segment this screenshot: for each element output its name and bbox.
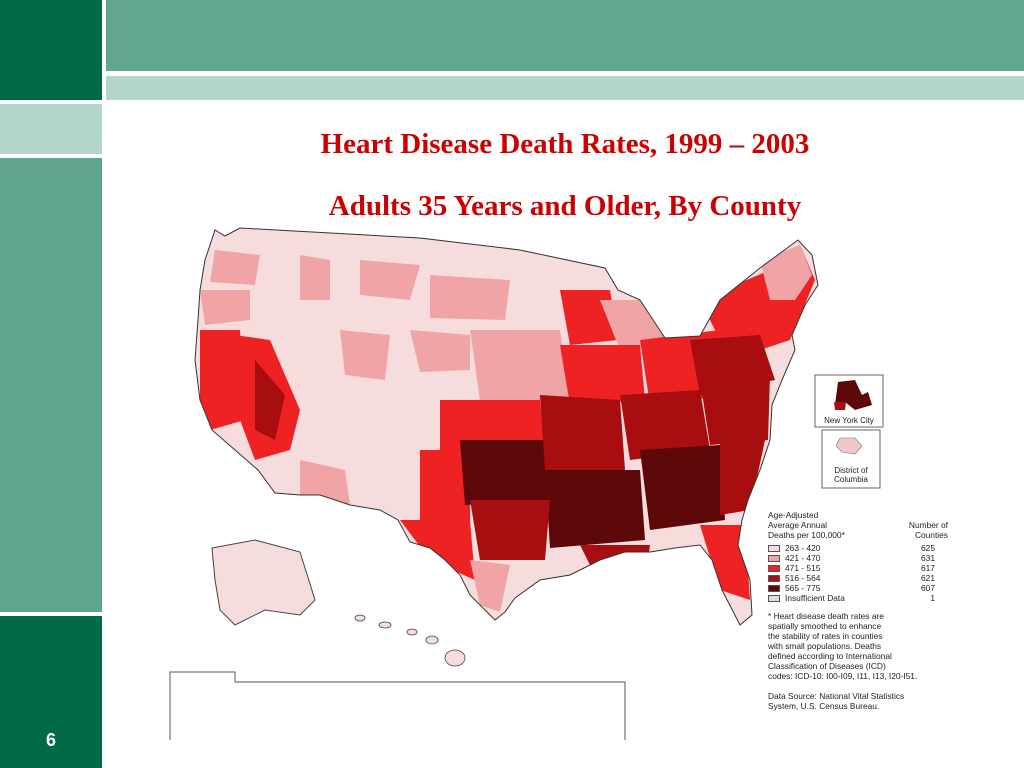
legend-heading-1: Age-Adjusted [768, 510, 819, 520]
top-banner [106, 0, 1024, 71]
legend-source: Data Source: National Vital Statistics S… [768, 691, 948, 711]
page-number: 6 [45, 729, 56, 750]
dc-inset-label-2: Columbia [834, 475, 868, 484]
legend-range: 565 - 775 [785, 583, 821, 593]
legend-count-heading-2: Counties [914, 530, 948, 540]
footnote-line: * Heart disease death rates are [768, 611, 884, 621]
legend-count: 1 [930, 593, 935, 603]
legend-count: 607 [921, 583, 935, 593]
legend-row: 421 - 470 631 [768, 553, 948, 563]
legend-swatch [768, 564, 780, 572]
legend-range: 471 - 515 [785, 563, 821, 573]
legend-count-heading-1: Number of [908, 520, 948, 530]
footnote-line: codes: ICD-10: I00-I09, I11, I13, I20-I5… [768, 671, 918, 681]
legend-range: 516 - 564 [785, 573, 821, 583]
legend-swatch [768, 574, 780, 582]
legend-row: 471 - 515 617 [768, 563, 948, 573]
source-line: Data Source: National Vital Statistics [768, 691, 905, 701]
left-light-block [0, 104, 102, 154]
nyc-inset-label: New York City [824, 416, 874, 425]
top-left-dark-block [0, 0, 102, 100]
legend-range: 263 - 420 [785, 543, 821, 553]
hawaii [354, 614, 466, 667]
legend-swatch [768, 544, 780, 552]
legend-range: 421 - 470 [785, 553, 821, 563]
legend-row: 516 - 564 621 [768, 573, 948, 583]
legend-swatch [768, 584, 780, 592]
legend-swatch [768, 554, 780, 562]
legend-count: 621 [921, 573, 935, 583]
legend-row: 263 - 420 625 [768, 543, 948, 553]
source-line: System, U.S. Census Bureau. [768, 701, 880, 711]
legend-classes: 263 - 420 625 421 - 470 631 471 - 515 61… [768, 543, 948, 603]
legend-swatch [768, 594, 780, 602]
legend-heading-3: Deaths per 100,000* [768, 530, 845, 540]
left-side-bar [0, 158, 102, 612]
top-banner-light-strip [106, 76, 1024, 100]
legend-footnote: * Heart disease death rates are spatiall… [768, 611, 948, 681]
footnote-line: spatially smoothed to enhance [768, 621, 882, 631]
footnote-line: Classification of Diseases (ICD) [768, 661, 886, 671]
legend-count: 617 [921, 563, 935, 573]
footnote-line: the stability of rates in counties [768, 631, 883, 641]
map-legend: Age-Adjusted Average Annual Deaths per 1… [768, 510, 948, 711]
legend-count: 631 [921, 553, 935, 563]
legend-count: 625 [921, 543, 935, 553]
slide-title: Heart Disease Death Rates, 1999 – 2003 [320, 128, 810, 160]
legend-row: Insufficient Data 1 [768, 593, 948, 603]
legend-row: 565 - 775 607 [768, 583, 948, 593]
footnote-line: with small populations. Deaths [768, 641, 882, 651]
dc-inset-label-1: District of [834, 466, 868, 475]
bottom-left-dark-block [0, 616, 102, 768]
slide-subtitle: Adults 35 Years and Older, By County [328, 190, 802, 222]
legend-heading-2: Average Annual [768, 520, 827, 530]
legend-range: Insufficient Data [785, 593, 845, 603]
footnote-line: defined according to International [768, 651, 892, 661]
